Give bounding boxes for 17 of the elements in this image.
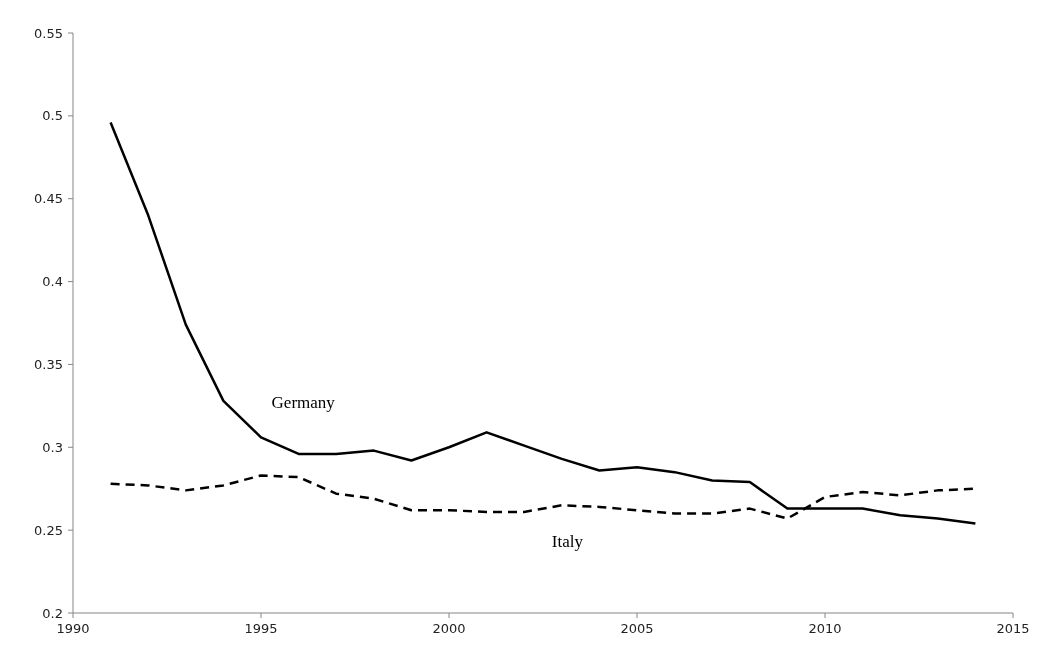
x-tick-label: 2005 <box>620 621 654 636</box>
series-label: Italy <box>551 532 584 552</box>
y-tick-label: 0.3 <box>42 439 63 455</box>
line-series <box>109 121 977 525</box>
y-tick-label: 0.25 <box>34 522 63 538</box>
x-tick-label: 1990 <box>56 621 90 636</box>
x-tick-label: 2015 <box>996 621 1030 636</box>
y-tick-label: 0.35 <box>34 356 63 372</box>
x-tick-label: 2000 <box>432 621 466 636</box>
x-tick-label: 2010 <box>808 621 842 636</box>
series-label: Germany <box>271 392 336 412</box>
y-tick-label: 0.55 <box>34 25 63 41</box>
y-tick-label: 0.5 <box>42 108 63 124</box>
y-tick-label: 0.2 <box>42 605 63 621</box>
x-tick-label: 1995 <box>244 621 278 636</box>
y-tick-label: 0.45 <box>34 191 63 207</box>
y-tick-label: 0.4 <box>42 274 63 290</box>
